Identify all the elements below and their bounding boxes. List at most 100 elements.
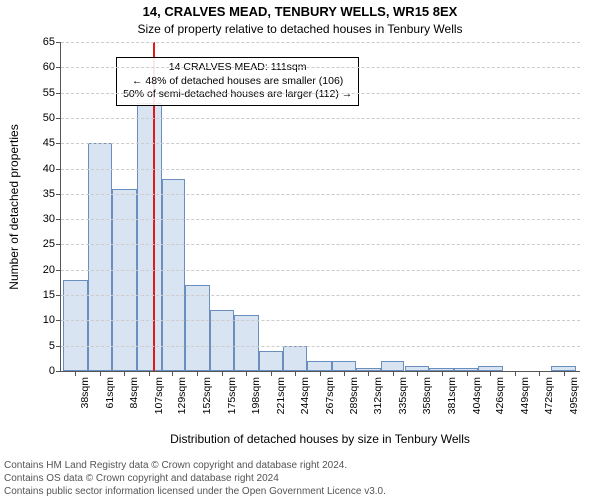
x-tick-label: 267sqm: [324, 377, 336, 414]
histogram-bar: [381, 361, 405, 371]
footer-line3: Contains public sector information licen…: [4, 485, 386, 498]
x-tick-label: 312sqm: [372, 377, 384, 414]
x-tick-mark: [75, 371, 76, 376]
y-tick-label: 25: [43, 238, 55, 250]
y-gridline: [61, 118, 580, 119]
x-tick-label: 426sqm: [494, 377, 506, 414]
x-tick-label: 107sqm: [153, 377, 165, 414]
chart-title: 14, CRALVES MEAD, TENBURY WELLS, WR15 8E…: [0, 4, 600, 19]
y-gridline: [61, 67, 580, 68]
histogram-bar: [259, 351, 283, 371]
y-axis-label: Number of detached properties: [7, 124, 21, 289]
y-gridline: [61, 346, 580, 347]
x-tick-label: 244sqm: [299, 377, 311, 414]
y-tick-mark: [56, 93, 61, 94]
histogram-bar: [307, 361, 332, 371]
y-tick-label: 15: [43, 289, 55, 301]
y-gridline: [61, 194, 580, 195]
x-tick-label: 381sqm: [446, 377, 458, 414]
histogram-bar: [332, 361, 357, 371]
y-tick-mark: [56, 42, 61, 43]
y-tick-mark: [56, 320, 61, 321]
y-tick-mark: [56, 270, 61, 271]
x-tick-mark: [100, 371, 101, 376]
x-axis-label: Distribution of detached houses by size …: [60, 432, 580, 446]
x-tick-label: 84sqm: [128, 377, 140, 409]
y-tick-label: 50: [43, 112, 55, 124]
x-tick-mark: [442, 371, 443, 376]
y-tick-mark: [56, 371, 61, 372]
y-tick-mark: [56, 244, 61, 245]
footer-attribution: Contains HM Land Registry data © Crown c…: [4, 459, 386, 498]
x-tick-label: 61sqm: [104, 377, 116, 409]
x-tick-mark: [222, 371, 223, 376]
x-tick-label: 129sqm: [176, 377, 188, 414]
chart-subtitle: Size of property relative to detached ho…: [0, 22, 600, 36]
y-tick-label: 35: [43, 188, 55, 200]
histogram-bar: [162, 179, 186, 371]
x-tick-mark: [295, 371, 296, 376]
x-tick-mark: [197, 371, 198, 376]
x-tick-label: 495sqm: [568, 377, 580, 414]
y-gridline: [61, 244, 580, 245]
x-tick-label: 449sqm: [519, 377, 531, 414]
x-tick-mark: [172, 371, 173, 376]
x-tick-mark: [467, 371, 468, 376]
x-tick-label: 152sqm: [201, 377, 213, 414]
histogram-bar: [234, 315, 259, 371]
histogram-bar: [112, 189, 137, 371]
histogram-bar: [185, 285, 210, 371]
x-tick-label: 335sqm: [397, 377, 409, 414]
x-tick-label: 404sqm: [471, 377, 483, 414]
x-tick-mark: [344, 371, 345, 376]
x-tick-label: 198sqm: [250, 377, 262, 414]
x-tick-mark: [515, 371, 516, 376]
x-tick-label: 358sqm: [421, 377, 433, 414]
y-gridline: [61, 320, 580, 321]
x-tick-label: 175sqm: [226, 377, 238, 414]
y-gridline: [61, 219, 580, 220]
footer-line1: Contains HM Land Registry data © Crown c…: [4, 459, 386, 472]
y-gridline: [61, 295, 580, 296]
x-tick-mark: [564, 371, 565, 376]
y-gridline: [61, 143, 580, 144]
y-tick-label: 20: [43, 264, 55, 276]
plot-area: 14 CRALVES MEAD: 111sqm ← 48% of detache…: [60, 42, 580, 372]
y-tick-label: 45: [43, 137, 55, 149]
histogram-bar: [210, 310, 235, 371]
y-tick-mark: [56, 194, 61, 195]
x-tick-label: 221sqm: [275, 377, 287, 414]
y-tick-mark: [56, 219, 61, 220]
x-tick-mark: [320, 371, 321, 376]
y-tick-label: 5: [49, 340, 55, 352]
y-gridline: [61, 93, 580, 94]
y-tick-mark: [56, 169, 61, 170]
y-tick-label: 65: [43, 36, 55, 48]
y-gridline: [61, 270, 580, 271]
annotation-line2: ← 48% of detached houses are smaller (10…: [123, 75, 352, 89]
x-tick-mark: [490, 371, 491, 376]
x-tick-mark: [246, 371, 247, 376]
y-tick-mark: [56, 118, 61, 119]
x-tick-label: 472sqm: [543, 377, 555, 414]
x-tick-mark: [417, 371, 418, 376]
histogram-bar: [88, 143, 113, 371]
x-tick-mark: [271, 371, 272, 376]
x-tick-mark: [124, 371, 125, 376]
histogram-bar: [283, 346, 308, 371]
y-tick-label: 0: [49, 365, 55, 377]
y-gridline: [61, 169, 580, 170]
y-tick-mark: [56, 295, 61, 296]
y-tick-mark: [56, 67, 61, 68]
y-tick-label: 40: [43, 163, 55, 175]
y-tick-mark: [56, 143, 61, 144]
x-tick-label: 289sqm: [348, 377, 360, 414]
histogram-bar: [63, 280, 88, 371]
footer-line2: Contains OS data © Crown copyright and d…: [4, 472, 386, 485]
annotation-line3: 50% of semi-detached houses are larger (…: [123, 88, 352, 102]
y-tick-mark: [56, 346, 61, 347]
y-tick-label: 10: [43, 314, 55, 326]
x-tick-mark: [368, 371, 369, 376]
chart-container: { "title_main": "14, CRALVES MEAD, TENBU…: [0, 0, 600, 500]
x-tick-label: 38sqm: [79, 377, 91, 409]
